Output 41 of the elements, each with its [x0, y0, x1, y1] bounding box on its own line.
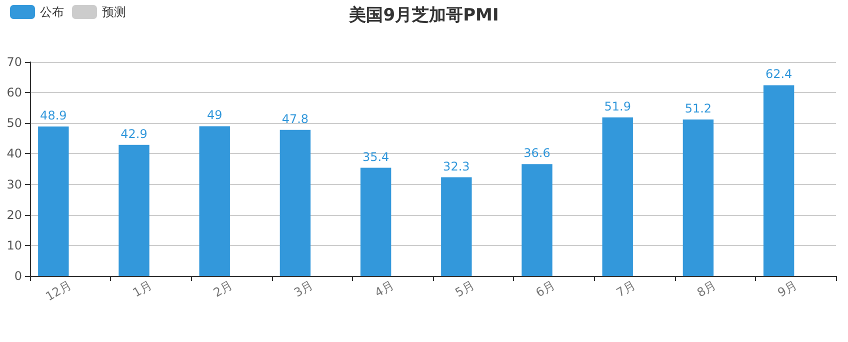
- data-label: 42.9: [120, 126, 148, 141]
- data-label: 49: [206, 108, 222, 122]
- x-tick-label: 7月: [614, 278, 638, 300]
- data-label: 35.4: [362, 150, 390, 164]
- y-tick-label: 60: [6, 86, 22, 100]
- bar: [763, 85, 794, 276]
- bar: [199, 126, 230, 276]
- x-tick-label: 2月: [211, 278, 235, 300]
- y-tick-label: 40: [6, 146, 22, 161]
- chart-title: 美国9月芝加哥PMI: [348, 6, 499, 26]
- bar: [38, 126, 69, 276]
- x-tick-label: 8月: [694, 278, 719, 300]
- y-tick-label: 50: [6, 116, 22, 130]
- bar: [682, 119, 714, 276]
- data-label: 51.2: [684, 101, 712, 116]
- data-label: 32.3: [443, 159, 470, 174]
- x-tick-label: 12月: [43, 278, 74, 304]
- x-tick-label: 4月: [372, 278, 396, 300]
- x-tick-label: 5月: [452, 278, 477, 300]
- data-label: 51.9: [604, 99, 631, 114]
- bar: [280, 130, 311, 276]
- x-tick-label: 9月: [775, 278, 800, 300]
- bar: [522, 164, 552, 276]
- legend-label: 预测: [102, 5, 126, 19]
- legend-label: 公布: [40, 5, 64, 19]
- x-tick-label: 1月: [130, 278, 154, 300]
- data-label: 36.6: [524, 146, 550, 160]
- data-label: 62.4: [765, 67, 792, 82]
- bar: [360, 168, 392, 276]
- bar: [602, 117, 633, 276]
- x-tick-label: 6月: [533, 278, 558, 300]
- y-tick-label: 20: [6, 208, 22, 222]
- bar: [118, 144, 150, 276]
- y-tick-label: 0: [14, 269, 22, 283]
- data-label: 47.8: [282, 112, 309, 126]
- y-tick-label: 30: [6, 177, 22, 192]
- data-label: 48.9: [40, 108, 67, 123]
- x-tick-label: 3月: [292, 278, 316, 300]
- y-tick-label: 70: [6, 55, 22, 69]
- bar: [441, 177, 472, 276]
- y-tick-label: 10: [6, 238, 22, 252]
